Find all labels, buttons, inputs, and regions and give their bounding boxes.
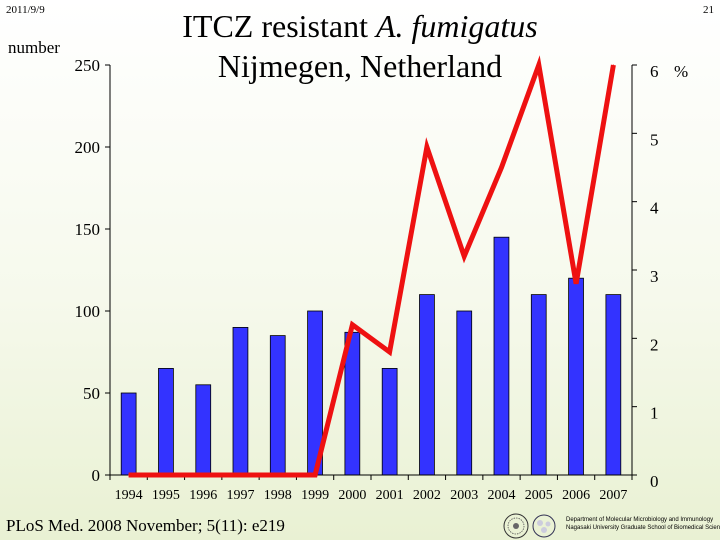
bar-2003 bbox=[456, 310, 473, 476]
line-point-2004 bbox=[501, 167, 502, 168]
bar-2002 bbox=[419, 294, 435, 476]
bar-2005 bbox=[530, 294, 547, 476]
y-tick-label: 50 bbox=[83, 384, 100, 403]
x-tick-label: 2004 bbox=[488, 488, 516, 503]
x-tick-label: 1994 bbox=[115, 488, 143, 503]
x-tick-label: 1998 bbox=[264, 488, 292, 503]
university-seal-icon bbox=[503, 513, 529, 539]
line-point-1995 bbox=[165, 474, 167, 476]
bar-series bbox=[120, 236, 622, 476]
y-axis-label: number bbox=[8, 38, 60, 57]
chart-title-species: A. fumigatus bbox=[375, 8, 538, 44]
department-line1: Department of Molecular Microbiology and… bbox=[566, 517, 714, 523]
molecule-logo-icon bbox=[532, 514, 556, 538]
x-tick-label: 2007 bbox=[599, 488, 627, 503]
y2-axis-label: % bbox=[674, 62, 688, 81]
line-point-2005 bbox=[538, 64, 540, 66]
y-tick-label: 250 bbox=[75, 56, 101, 75]
x-tick-label: 1997 bbox=[227, 488, 255, 503]
y2-tick-label: 0 bbox=[650, 472, 659, 491]
line-series-path bbox=[128, 55, 616, 478]
y2-tick-label: 5 bbox=[650, 130, 659, 149]
university-logos bbox=[503, 513, 556, 539]
y2-tick-label: 1 bbox=[650, 404, 659, 423]
line-point-1999 bbox=[314, 474, 316, 476]
line-point-2006 bbox=[575, 283, 577, 285]
x-tick-label: 1996 bbox=[189, 488, 217, 503]
bar-1996 bbox=[195, 384, 212, 476]
chart-axes bbox=[109, 65, 633, 476]
y2-tick-label: 4 bbox=[650, 199, 659, 218]
line-point-2007 bbox=[612, 64, 614, 66]
x-tick-label: 2002 bbox=[413, 488, 441, 503]
chart-title-prefix: ITCZ resistant bbox=[182, 8, 376, 44]
y-tick-label: 100 bbox=[75, 302, 101, 321]
y-tick-label: 150 bbox=[75, 220, 101, 239]
chart-ticks: 0 50 100 150 200 250 0 1 2 3 4 5 6 % 1994 1995 1996 1997 1… bbox=[75, 56, 689, 503]
bar-1994 bbox=[120, 392, 137, 476]
bar-2001 bbox=[381, 367, 398, 476]
bar-1997 bbox=[232, 326, 249, 476]
chart-title-line1: ITCZ resistant A. fumigatus bbox=[160, 6, 560, 46]
line-point-1996 bbox=[202, 474, 204, 476]
x-tick-label: 2003 bbox=[450, 488, 478, 503]
line-point-1997 bbox=[240, 474, 241, 476]
line-point-2003 bbox=[463, 255, 465, 257]
department-text: Department of Molecular Microbiology and… bbox=[566, 516, 720, 532]
line-point-2001 bbox=[389, 351, 391, 353]
line-point-1998 bbox=[277, 474, 279, 476]
x-tick-label: 2006 bbox=[562, 488, 590, 503]
x-tick-label: 1999 bbox=[301, 488, 329, 503]
line-point-2000 bbox=[351, 324, 353, 326]
y-tick-label: 0 bbox=[92, 466, 101, 485]
y2-tick-label: 3 bbox=[650, 267, 659, 286]
line-point-1994 bbox=[128, 474, 130, 476]
line-series bbox=[128, 55, 616, 478]
y-tick-label: 200 bbox=[75, 138, 101, 157]
line-point-2002 bbox=[426, 146, 428, 148]
department-line2: Nagasaki University Graduate School of B… bbox=[566, 525, 720, 531]
x-tick-label: 1995 bbox=[152, 488, 180, 503]
y2-tick-label: 6 bbox=[650, 62, 659, 81]
slide-page-number: 21 bbox=[703, 4, 714, 16]
slide-date: 2011/9/9 bbox=[6, 4, 45, 16]
x-tick-label: 2001 bbox=[376, 488, 404, 503]
bar-2006 bbox=[568, 277, 584, 476]
citation-text: PLoS Med. 2008 November; 5(11): e219 bbox=[6, 516, 285, 535]
bar-1995 bbox=[158, 367, 174, 476]
x-tick-label: 2000 bbox=[338, 488, 366, 503]
chart-title: ITCZ resistant A. fumigatus Nijmegen, Ne… bbox=[160, 6, 560, 86]
bar-1998 bbox=[269, 335, 286, 476]
bar-2004 bbox=[493, 236, 510, 476]
x-tick-label: 2005 bbox=[525, 488, 553, 503]
y2-tick-label: 2 bbox=[650, 335, 659, 354]
bar-2007 bbox=[605, 294, 622, 476]
chart-title-line2: Nijmegen, Netherland bbox=[217, 48, 503, 84]
